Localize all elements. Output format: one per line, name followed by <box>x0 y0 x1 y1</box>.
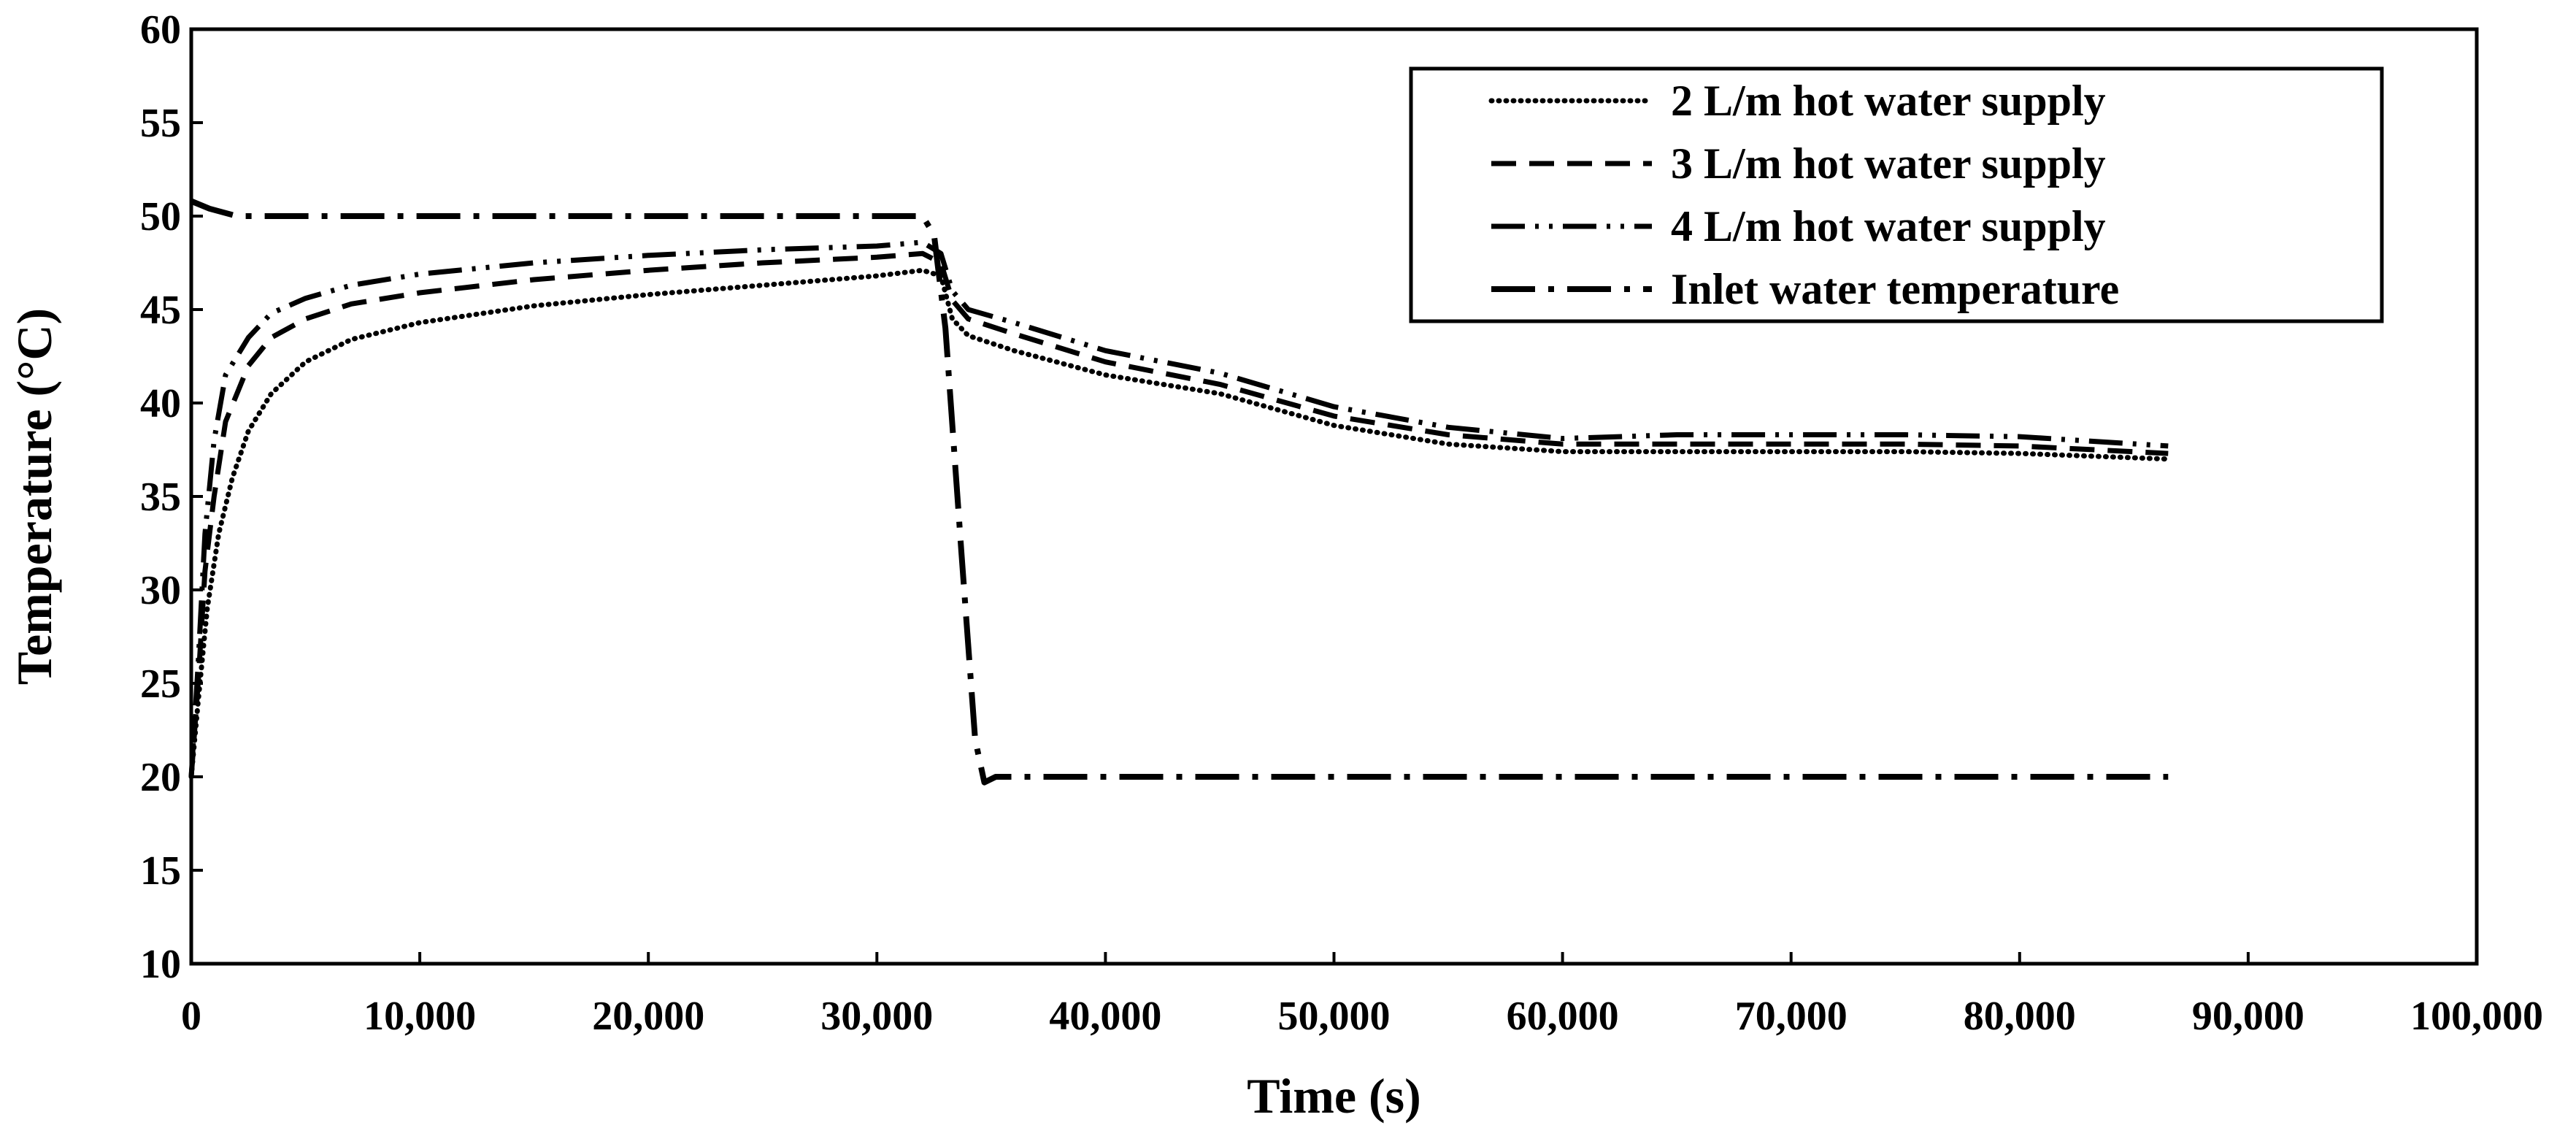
legend-label-4: Inlet water temperature <box>1671 265 2119 313</box>
legend-label-1: 2 L/m hot water supply <box>1671 77 2106 125</box>
y-tick-label: 30 <box>140 568 181 613</box>
x-tick-label: 20,000 <box>592 994 704 1039</box>
legend-label-3: 4 L/m hot water supply <box>1671 202 2106 250</box>
y-tick-label: 60 <box>140 7 181 53</box>
x-tick-label: 90,000 <box>2192 994 2304 1039</box>
y-tick-label: 35 <box>140 475 181 520</box>
x-tick-label: 80,000 <box>1964 994 2076 1039</box>
ticks-layer: 10 15 20 25 30 35 40 45 50 55 60 0 10,000 20,000 30,00… <box>140 7 2543 1039</box>
legend: 2 L/m hot water supply 3 L/m hot water su… <box>1409 66 2384 323</box>
y-tick-label: 25 <box>140 661 181 707</box>
y-tick-label: 40 <box>140 381 181 426</box>
series-line-4 <box>190 198 2169 786</box>
legend-box <box>1409 66 2384 323</box>
x-tick-label: 50,000 <box>1278 994 1391 1039</box>
y-tick-label: 50 <box>140 194 181 239</box>
y-axis-title: Temperature (°C) <box>7 308 62 685</box>
x-tick-label: 60,000 <box>1507 994 1619 1039</box>
y-tick-label: 10 <box>140 942 181 987</box>
x-tick-label: 0 <box>181 994 201 1039</box>
y-tick-label: 20 <box>140 755 181 800</box>
y-tick-label: 55 <box>140 101 181 146</box>
series-layer <box>188 198 2171 786</box>
y-tick-label: 45 <box>140 288 181 333</box>
legend-label-2: 3 L/m hot water supply <box>1671 139 2106 188</box>
series-line-2 <box>188 250 2169 778</box>
series-line-3 <box>188 239 2169 778</box>
x-axis-title: Time (s) <box>1247 1068 1421 1124</box>
x-tick-label: 70,000 <box>1735 994 1848 1039</box>
x-tick-label: 100,000 <box>2410 994 2543 1039</box>
x-tick-label: 40,000 <box>1049 994 1161 1039</box>
series-line-1 <box>188 267 2171 780</box>
x-tick-label: 10,000 <box>364 994 476 1039</box>
y-tick-label: 15 <box>140 848 181 894</box>
x-tick-label: 30,000 <box>820 994 933 1039</box>
